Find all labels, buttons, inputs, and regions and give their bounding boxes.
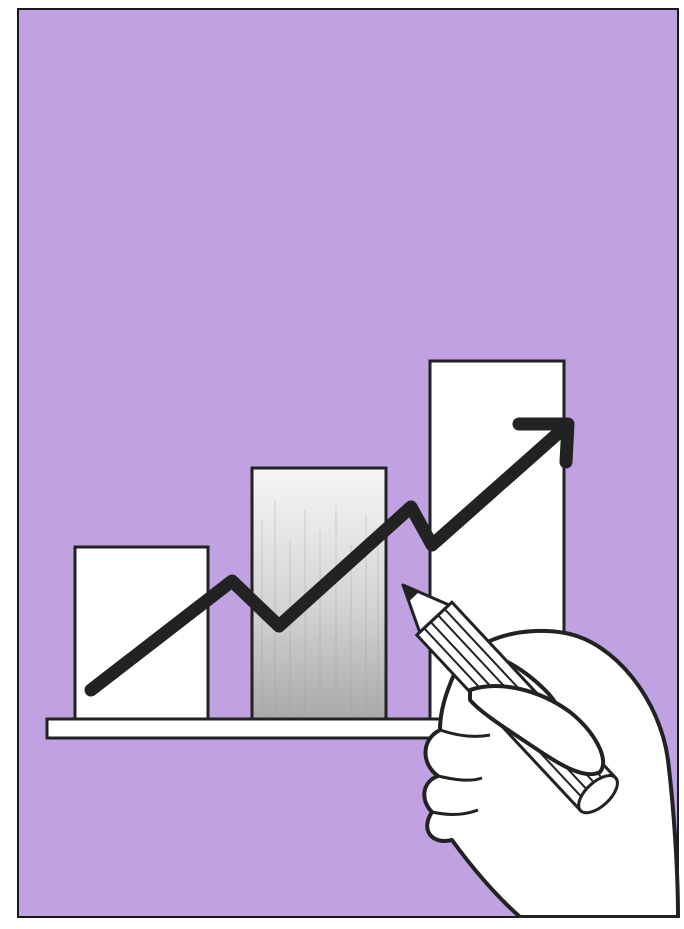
bottom-strip — [0, 918, 684, 929]
pencil-icon — [401, 583, 619, 815]
baseline-shelf — [45, 717, 479, 740]
trend-arrow-icon — [84, 417, 575, 697]
